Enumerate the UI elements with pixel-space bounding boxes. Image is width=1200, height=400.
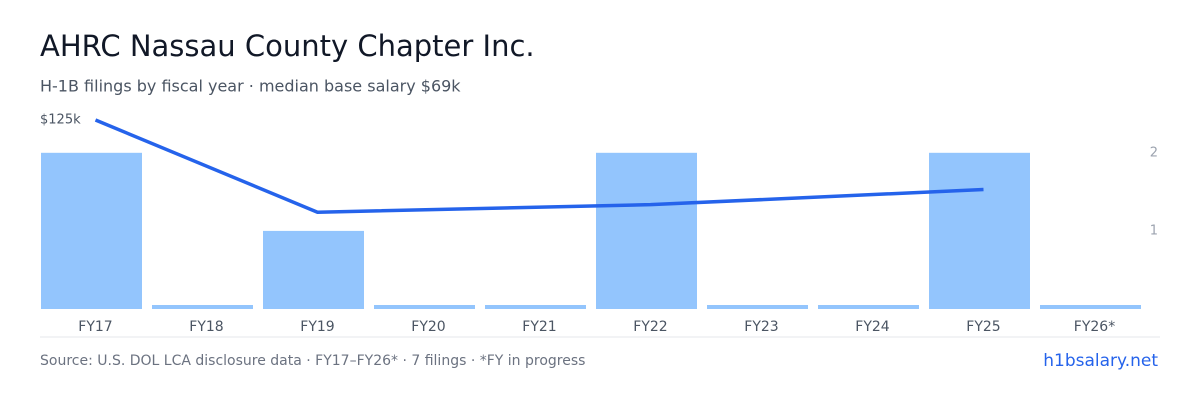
bar [596,152,697,309]
x-tick-label: FY17 [78,319,112,335]
footer-link[interactable]: h1bsalary.net [1043,351,1158,371]
x-tick-label: FY25 [966,319,1000,335]
bar [1040,305,1141,309]
x-tick-label: FY23 [744,319,778,335]
chart-subtitle: H-1B filings by fiscal year · median bas… [40,77,461,96]
chart-title: AHRC Nassau County Chapter Inc. [40,29,535,63]
x-tick-label: FY20 [411,319,445,335]
bar [263,230,364,309]
x-tick-label: FY21 [522,319,556,335]
bar [929,152,1030,309]
bar [41,152,142,309]
bar [152,305,253,309]
x-tick-label: FY26* [1074,319,1115,335]
bar [818,305,919,309]
bar [485,305,586,309]
salary-line [94,118,984,214]
x-tick-label: FY22 [633,319,667,335]
x-tick-label: FY24 [855,319,890,335]
x-tick-label: FY19 [300,319,334,335]
bar [707,305,808,309]
y2-tick-label: 2 [1150,145,1158,160]
bar [374,305,475,309]
y2-tick-label: 1 [1150,223,1158,238]
footer-source: Source: U.S. DOL LCA disclosure data · F… [40,353,585,369]
y-tick-label: $125k [40,113,81,128]
x-tick-label: FY18 [189,319,223,335]
